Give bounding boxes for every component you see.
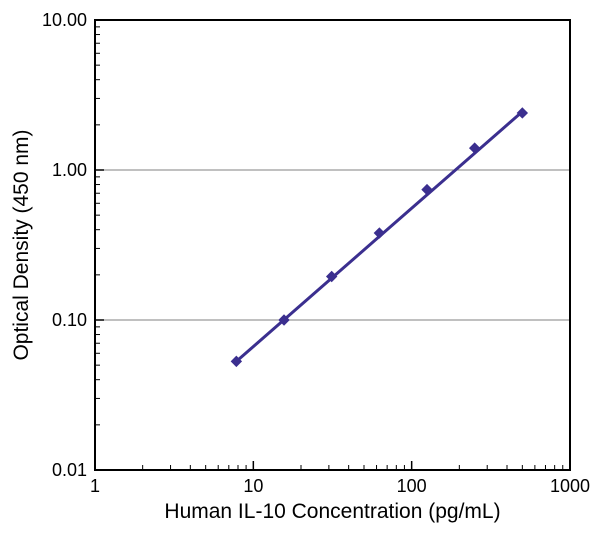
ytick-label: 10.00 — [42, 10, 87, 30]
xtick-label: 100 — [397, 476, 427, 496]
plot-area — [95, 20, 570, 470]
chart-svg: 1 10 100 1000 0.01 0.10 1.00 10.00 Human IL-10 C… — [0, 0, 600, 541]
ytick-label: 0.01 — [52, 460, 87, 480]
y-axis-label: Optical Density (450 nm) — [10, 129, 33, 360]
chart-container: 1 10 100 1000 0.01 0.10 1.00 10.00 Human IL-10 C… — [0, 0, 600, 541]
ytick-label: 1.00 — [52, 160, 87, 180]
xtick-label: 1 — [90, 476, 100, 496]
xtick-label: 1000 — [550, 476, 590, 496]
xtick-label: 10 — [243, 476, 263, 496]
ytick-label: 0.10 — [52, 310, 87, 330]
x-axis-label: Human IL-10 Concentration (pg/mL) — [164, 500, 500, 523]
